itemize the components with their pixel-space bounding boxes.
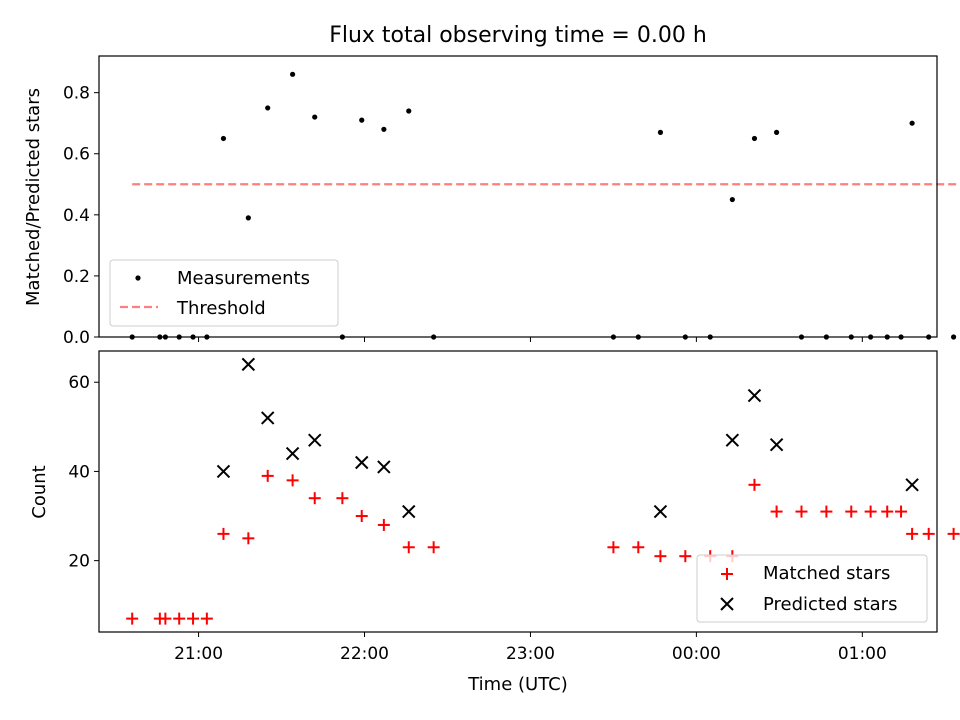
bottom-x-tick-label: 23:00 bbox=[506, 644, 555, 664]
matched-star-point bbox=[906, 527, 919, 540]
matched-star-point bbox=[795, 505, 808, 518]
chart-title: Flux total observing time = 0.00 h bbox=[329, 23, 707, 48]
legend-predicted-label: Predicted stars bbox=[763, 594, 897, 615]
legend-measurements-marker bbox=[135, 275, 141, 281]
matched-star-point bbox=[864, 505, 877, 518]
top-panel: 0.0 0.2 0.4 0.6 0.8 bbox=[63, 55, 960, 348]
predicted-star-point bbox=[285, 446, 300, 461]
matched-star-point bbox=[895, 505, 908, 518]
predicted-star-point bbox=[308, 433, 322, 447]
top-y-axis-label: Matched/Predicted stars bbox=[23, 88, 44, 306]
measurement-point bbox=[950, 334, 957, 340]
measurement-point bbox=[312, 114, 318, 120]
matched-star-point bbox=[820, 505, 833, 518]
bottom-axes-frame bbox=[98, 350, 938, 633]
matched-star-point bbox=[173, 612, 186, 625]
matched-star-point bbox=[654, 550, 667, 563]
top-axes-frame bbox=[98, 55, 938, 338]
predicted-star-point bbox=[725, 433, 740, 447]
legend-matched-marker bbox=[721, 568, 733, 580]
matched-star-point bbox=[308, 492, 321, 505]
matched-star-point bbox=[217, 527, 230, 540]
matched-star-point bbox=[607, 541, 620, 554]
matched-star-point bbox=[336, 492, 349, 505]
predicted-star-point bbox=[402, 504, 416, 519]
predicted-star-point bbox=[260, 411, 275, 425]
predicted-star-point bbox=[355, 455, 369, 470]
legend-predicted-marker bbox=[720, 597, 734, 611]
measurement-point bbox=[751, 135, 758, 142]
matched-star-point bbox=[200, 612, 213, 625]
top-y-tick-label: 0.4 bbox=[63, 206, 90, 226]
matched-star-point bbox=[845, 505, 858, 518]
bottom-y-tick-label: 60 bbox=[68, 373, 90, 393]
x-axis-label: Time (UTC) bbox=[467, 674, 568, 695]
predicted-star-point bbox=[216, 464, 231, 479]
matched-star-point bbox=[922, 527, 935, 540]
legend-matched-label: Matched stars bbox=[763, 563, 890, 584]
measurement-point bbox=[381, 126, 387, 132]
bottom-legend-frame bbox=[696, 554, 928, 623]
predicted-star-point bbox=[769, 437, 784, 452]
matched-star-point bbox=[159, 612, 172, 625]
matched-star-point bbox=[355, 510, 368, 523]
measurement-point bbox=[220, 135, 227, 142]
matched-star-point bbox=[427, 541, 440, 554]
predicted-star-point bbox=[747, 388, 762, 403]
bottom-x-tick-label: 00:00 bbox=[672, 644, 721, 664]
bottom-x-tick-label: 01:00 bbox=[838, 644, 887, 664]
measurement-point bbox=[245, 215, 251, 221]
bottom-y-axis-label: Count bbox=[29, 465, 50, 518]
matched-star-point bbox=[261, 469, 274, 482]
matched-star-point bbox=[402, 541, 415, 554]
measurement-point bbox=[657, 129, 664, 135]
matched-star-point bbox=[947, 527, 960, 540]
bottom-y-tick-label: 40 bbox=[68, 462, 90, 482]
bottom-y-tick-label: 20 bbox=[68, 552, 90, 572]
top-legend: Measurements Threshold bbox=[109, 259, 339, 327]
legend-threshold-label: Threshold bbox=[176, 298, 266, 319]
top-y-tick-label: 0.8 bbox=[63, 84, 90, 104]
measurement-point bbox=[909, 120, 915, 126]
matched-star-point bbox=[126, 612, 139, 625]
top-y-tick-label: 0.0 bbox=[63, 328, 90, 348]
measurement-point bbox=[289, 71, 296, 77]
measurement-point bbox=[406, 108, 412, 114]
matched-star-point bbox=[187, 612, 200, 625]
bottom-x-tick-label: 22:00 bbox=[340, 644, 389, 664]
measurement-point bbox=[359, 117, 365, 123]
matched-star-point bbox=[286, 474, 299, 487]
predicted-star-point bbox=[653, 504, 668, 519]
matched-star-point bbox=[881, 505, 894, 518]
predicted-star-point bbox=[905, 478, 919, 492]
matched-star-point bbox=[679, 550, 692, 563]
matched-star-point bbox=[632, 541, 645, 554]
bottom-x-tick-label: 21:00 bbox=[174, 644, 223, 664]
matched-star-point bbox=[748, 478, 761, 491]
top-legend-frame bbox=[109, 259, 339, 327]
predicted-star-point bbox=[377, 460, 391, 474]
matched-star-point bbox=[770, 505, 783, 518]
top-y-tick-label: 0.6 bbox=[63, 145, 90, 165]
top-y-tick-label: 0.2 bbox=[63, 267, 90, 287]
measurement-point bbox=[265, 105, 271, 111]
matched-star-point bbox=[242, 532, 255, 545]
legend-measurements-label: Measurements bbox=[177, 268, 310, 289]
bottom-series-predicted-stars bbox=[216, 357, 919, 519]
predicted-star-point bbox=[241, 357, 256, 372]
bottom-legend: Matched stars Predicted stars bbox=[696, 554, 928, 623]
measurement-point bbox=[773, 129, 780, 135]
measurement-point bbox=[729, 196, 735, 203]
matched-star-point bbox=[377, 518, 390, 531]
